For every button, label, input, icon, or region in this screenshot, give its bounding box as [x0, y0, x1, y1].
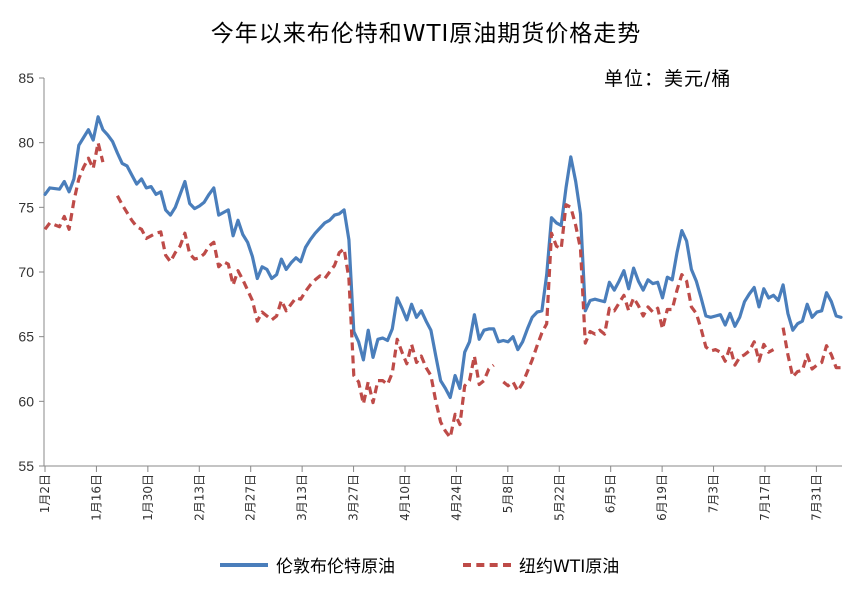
series-line-wti — [781, 327, 841, 379]
legend-label-brent: 伦敦布伦特原油 — [276, 557, 395, 577]
x-tick-label: 4月24日 — [449, 474, 463, 521]
chart-axes — [39, 77, 842, 472]
legend-swatch-wti — [463, 562, 511, 567]
chart-title: 今年以来布伦特和WTI原油期货价格走势 — [210, 21, 642, 47]
unit-note: 单位：美元/桶 — [604, 68, 732, 90]
x-tick-label: 1月30日 — [141, 474, 155, 521]
x-tick-label: 2月27日 — [244, 474, 258, 521]
legend-swatch-brent — [220, 562, 268, 567]
x-tick-label: 2月13日 — [192, 474, 206, 521]
y-tick-labels: 55 60 65 70 75 80 85 — [18, 70, 34, 474]
series-layer — [43, 115, 843, 440]
x-tick-label: 1月16日 — [89, 474, 103, 521]
x-tick-label: 5月22日 — [552, 474, 566, 521]
x-tick-label: 3月13日 — [295, 474, 309, 521]
x-tick-label: 5月8日 — [501, 474, 515, 513]
x-tick-label: 6月19日 — [655, 474, 669, 521]
x-tick-label: 7月31日 — [809, 474, 823, 521]
x-tick-label: 7月17日 — [758, 474, 772, 521]
x-tick-labels: 1月2日 1月16日 1月30日 2月13日 2月27日 3月13日 3月27日 4月10日 4… — [38, 474, 823, 521]
y-tick-label: 55 — [18, 458, 34, 474]
y-tick-label: 65 — [18, 329, 34, 345]
x-tick-label: 7月3日 — [707, 474, 721, 513]
y-tick-label: 70 — [18, 264, 34, 280]
x-tick-label: 1月2日 — [38, 474, 52, 513]
x-tick-label: 6月5日 — [604, 474, 618, 513]
y-tick-label: 75 — [18, 199, 34, 215]
legend-label-wti: 纽约WTI原油 — [519, 557, 620, 577]
legend-item-wti: 纽约WTI原油 — [463, 552, 619, 577]
y-tick-label: 85 — [18, 70, 34, 86]
series-line-wti — [115, 194, 495, 440]
y-tick-label: 60 — [18, 393, 34, 409]
x-tick-label: 4月10日 — [398, 474, 412, 521]
series-line-wti — [502, 203, 775, 393]
legend: 伦敦布伦特原油 纽约WTI原油 — [220, 552, 687, 577]
y-tick-label: 80 — [18, 135, 34, 151]
series-line-brent — [43, 115, 843, 400]
x-tick-label: 3月27日 — [347, 474, 361, 521]
series-line-wti — [43, 141, 105, 231]
legend-item-brent: 伦敦布伦特原油 — [220, 552, 395, 577]
